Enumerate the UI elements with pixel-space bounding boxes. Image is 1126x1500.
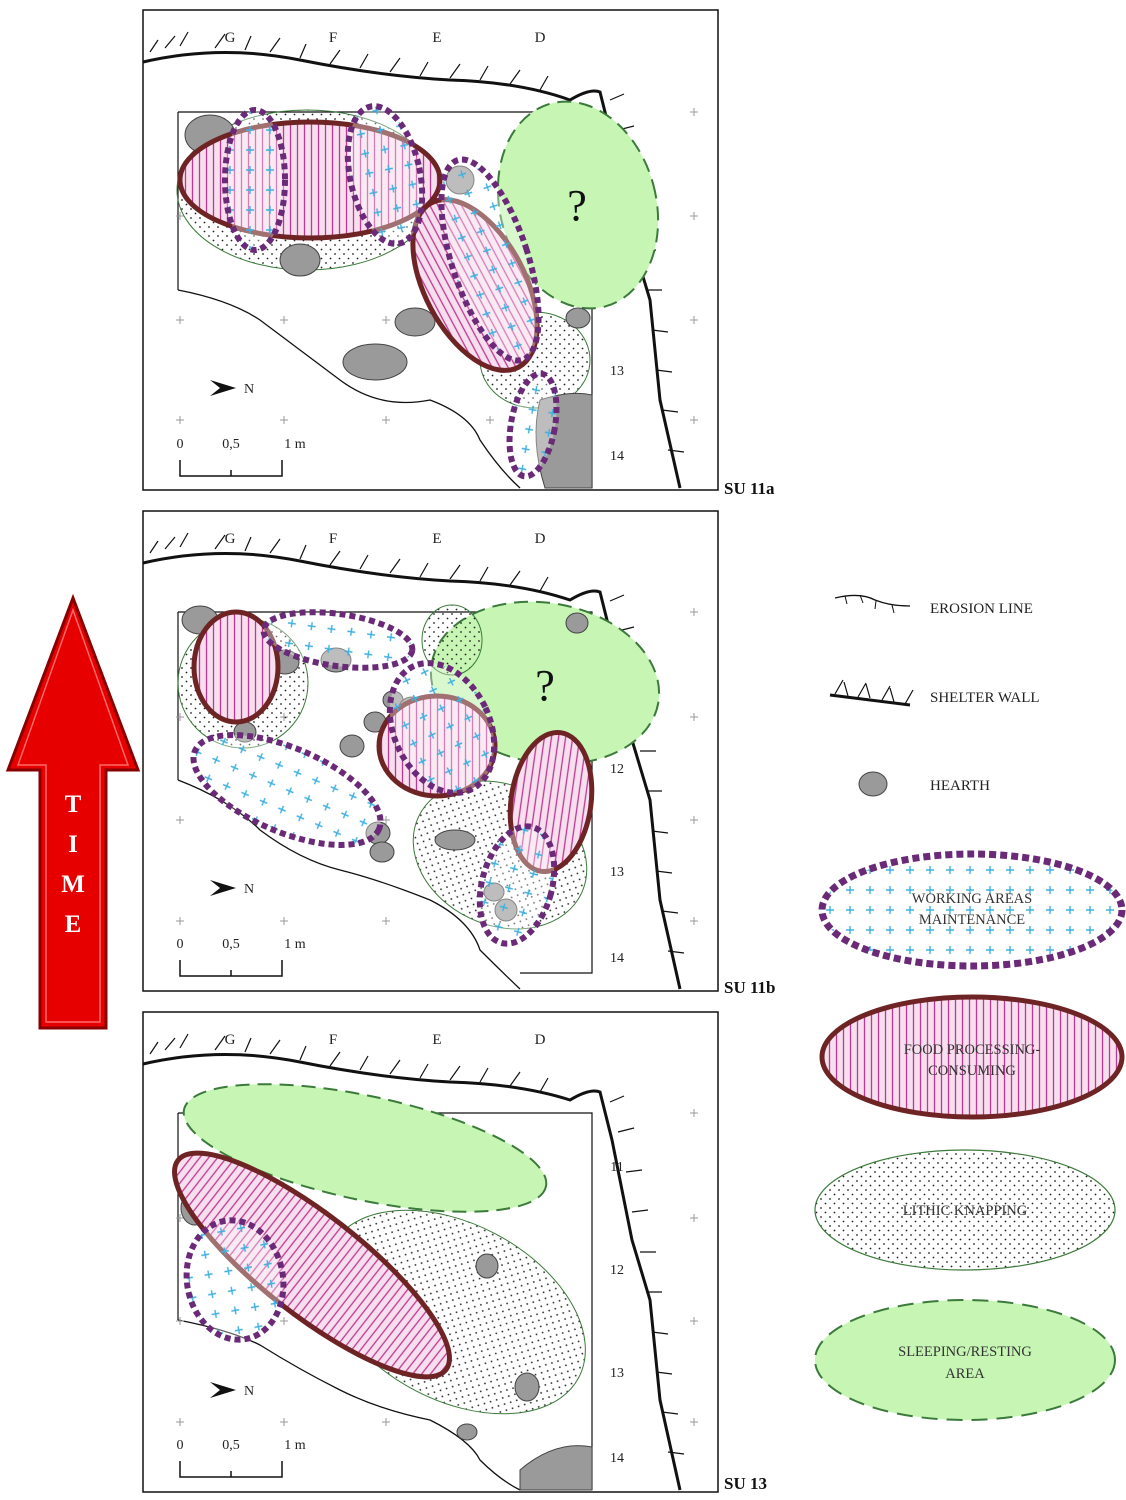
column-label-g: G	[225, 531, 236, 547]
row-label-14: 14	[610, 1451, 624, 1466]
scale-bar: 0 0,5 1 m	[177, 1438, 306, 1478]
north-arrow: N	[210, 880, 254, 897]
column-label-f: F	[329, 1032, 337, 1048]
svg-text:0,5: 0,5	[222, 937, 240, 952]
column-label-e: E	[432, 30, 441, 46]
svg-text:SLEEPING/RESTING: SLEEPING/RESTING	[898, 1344, 1032, 1360]
column-label-d: D	[535, 1032, 546, 1048]
panel-label: SU 11b	[724, 978, 776, 997]
question-mark: ?	[567, 181, 587, 230]
scale-bar: 0 0,5 1 m	[177, 937, 306, 977]
time-letter-t: T	[65, 791, 82, 818]
panel-label: SU 11a	[724, 479, 775, 498]
panel-su11a: G F E D 11 12 13 14 ? N	[142, 9, 775, 498]
svg-text:0,5: 0,5	[222, 1438, 240, 1453]
svg-text:0: 0	[177, 937, 184, 952]
time-letter-i: I	[68, 831, 78, 858]
column-label-g: G	[225, 30, 236, 46]
north-arrow: N	[210, 1382, 254, 1399]
svg-text:0,5: 0,5	[222, 437, 240, 452]
question-mark: ?	[535, 661, 555, 710]
row-label-12: 12	[610, 1263, 624, 1278]
column-label-d: D	[535, 30, 546, 46]
row-label-11: 11	[610, 1160, 623, 1175]
svg-text:LITHIC KNAPPING: LITHIC KNAPPING	[903, 1203, 1028, 1219]
column-label-f: F	[329, 30, 337, 46]
svg-text:1 m: 1 m	[284, 437, 306, 452]
time-letter-e: E	[65, 911, 82, 938]
legend-lithic-knapping: LITHIC KNAPPING	[814, 1149, 1116, 1271]
legend-hearth: HEARTH	[858, 771, 990, 797]
north-arrow: N	[210, 380, 254, 397]
svg-text:0: 0	[177, 437, 184, 452]
row-label-13: 13	[610, 1366, 624, 1381]
svg-text:AREA: AREA	[945, 1366, 985, 1382]
row-label-14: 14	[610, 449, 624, 464]
svg-text:1 m: 1 m	[284, 1438, 306, 1453]
legend-sleeping-area: SLEEPING/RESTING AREA	[814, 1299, 1116, 1421]
row-label-12: 12	[610, 762, 624, 777]
panel-su13: G F E D 11 12 13 14 N 0 0,5 1 m SU 13	[142, 1011, 767, 1493]
legend-erosion-line: EROSION LINE	[834, 594, 1033, 617]
svg-text:MAINTENANCE: MAINTENANCE	[919, 912, 1025, 928]
svg-text:1 m: 1 m	[284, 937, 306, 952]
column-label-f: F	[329, 531, 337, 547]
row-label-13: 13	[610, 865, 624, 880]
legend-shelter-wall: SHELTER WALL	[829, 679, 1040, 707]
scale-bar: 0 0,5 1 m	[177, 437, 306, 477]
panel-su11b: G F E D 11 12 13 14	[142, 510, 776, 997]
column-label-d: D	[535, 531, 546, 547]
svg-text:0: 0	[177, 1438, 184, 1453]
svg-text:FOOD PROCESSING-: FOOD PROCESSING-	[904, 1042, 1041, 1058]
legend-working-areas: WORKING AREAS MAINTENANCE	[818, 850, 1126, 970]
column-label-g: G	[225, 1032, 236, 1048]
svg-text:HEARTH: HEARTH	[930, 778, 990, 794]
row-label-13: 13	[610, 364, 624, 379]
row-label-14: 14	[610, 951, 624, 966]
svg-text:N: N	[244, 882, 254, 897]
svg-text:CONSUMING: CONSUMING	[928, 1063, 1016, 1079]
svg-text:EROSION LINE: EROSION LINE	[930, 601, 1033, 617]
legend-food-processing: FOOD PROCESSING- CONSUMING	[819, 994, 1125, 1120]
legend: EROSION LINE SHELTER WALL HEARTH WORKING…	[814, 594, 1126, 1421]
svg-text:N: N	[244, 1384, 254, 1399]
svg-text:SHELTER WALL: SHELTER WALL	[930, 690, 1040, 706]
column-label-e: E	[432, 1032, 441, 1048]
time-letter-m: M	[61, 871, 85, 898]
column-label-e: E	[432, 531, 441, 547]
svg-text:N: N	[244, 382, 254, 397]
svg-text:WORKING AREAS: WORKING AREAS	[912, 891, 1032, 907]
panel-label: SU 13	[724, 1474, 767, 1493]
time-arrow: T I M E	[5, 593, 141, 1030]
